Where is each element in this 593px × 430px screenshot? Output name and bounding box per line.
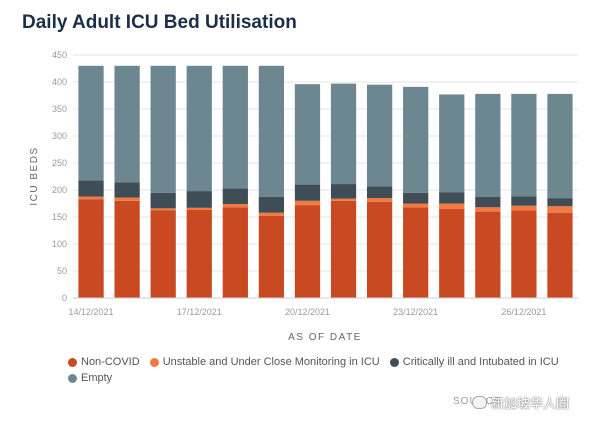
bar-segment-unstable-and-under-close-monitoring-in-icu bbox=[403, 203, 429, 208]
bar-segment-critically-ill-and-intubated-in-icu bbox=[547, 198, 573, 207]
bar-segment-empty bbox=[366, 84, 393, 187]
legend-item[interactable]: Non-COVID bbox=[68, 354, 140, 370]
chart-title: Daily Adult ICU Bed Utilisation bbox=[22, 12, 297, 33]
bar-segment-non-covid bbox=[475, 211, 501, 298]
bar-segment-critically-ill-and-intubated-in-icu bbox=[403, 192, 429, 204]
x-tick-label: 23/12/2021 bbox=[393, 307, 438, 317]
bar-segment-empty bbox=[222, 65, 248, 189]
y-tick-label: 350 bbox=[52, 104, 67, 114]
bars bbox=[73, 65, 578, 299]
bar-segment-unstable-and-under-close-monitoring-in-icu bbox=[150, 208, 176, 211]
legend-label: Non-COVID bbox=[81, 356, 140, 368]
y-tick-label: 450 bbox=[52, 50, 67, 60]
legend-item[interactable]: Empty bbox=[68, 370, 112, 386]
legend-item[interactable]: Critically ill and Intubated in ICU bbox=[389, 354, 559, 370]
bar-segment-unstable-and-under-close-monitoring-in-icu bbox=[366, 198, 393, 202]
bar-segment-unstable-and-under-close-monitoring-in-icu bbox=[78, 196, 104, 200]
bar-segment-critically-ill-and-intubated-in-icu bbox=[114, 182, 140, 198]
bar-segment-critically-ill-and-intubated-in-icu bbox=[186, 191, 212, 208]
bar-segment-non-covid bbox=[294, 205, 321, 298]
bar-segment-unstable-and-under-close-monitoring-in-icu bbox=[114, 197, 140, 201]
bar-segment-empty bbox=[186, 65, 212, 192]
chart-legend: Non-COVID Unstable and Under Close Monito… bbox=[68, 354, 588, 386]
y-tick-label: 100 bbox=[52, 239, 67, 249]
legend-swatch bbox=[149, 357, 159, 367]
bar-segment-non-covid bbox=[114, 200, 140, 298]
bar-segment-empty bbox=[294, 84, 321, 185]
legend-label: Critically ill and Intubated in ICU bbox=[402, 356, 559, 368]
bar-segment-unstable-and-under-close-monitoring-in-icu bbox=[475, 207, 501, 212]
stacked-bar-chart: 0 50 100 150 200 250 300 350 400 450 14/12/2021 17… bbox=[29, 50, 578, 343]
bar-segment-unstable-and-under-close-monitoring-in-icu bbox=[439, 203, 465, 209]
legend-label: Unstable and Under Close Monitoring in I… bbox=[162, 356, 380, 368]
bar-segment-unstable-and-under-close-monitoring-in-icu bbox=[547, 206, 573, 213]
bar-segment-empty bbox=[439, 94, 465, 193]
bar-segment-critically-ill-and-intubated-in-icu bbox=[258, 197, 285, 213]
bar-segment-non-covid bbox=[439, 208, 465, 298]
bar-segment-unstable-and-under-close-monitoring-in-icu bbox=[294, 200, 321, 206]
bar-segment-empty bbox=[150, 65, 176, 193]
y-tick-label: 250 bbox=[52, 158, 67, 168]
x-tick-label: 17/12/2021 bbox=[177, 307, 222, 317]
y-tick-label: 50 bbox=[57, 266, 67, 276]
bar-segment-non-covid bbox=[186, 209, 212, 298]
y-tick-label: 200 bbox=[52, 185, 67, 195]
bar-segment-empty bbox=[475, 93, 501, 198]
bar-segment-non-covid bbox=[403, 207, 429, 298]
bar-segment-non-covid bbox=[366, 201, 393, 298]
bar-segment-unstable-and-under-close-monitoring-in-icu bbox=[222, 204, 248, 208]
bar-segment-non-covid bbox=[547, 212, 573, 298]
bar-segment-non-covid bbox=[330, 200, 357, 298]
bar-segment-empty bbox=[330, 83, 357, 185]
bar-segment-non-covid bbox=[150, 210, 176, 298]
y-tick-label: 400 bbox=[52, 77, 67, 87]
bar-segment-critically-ill-and-intubated-in-icu bbox=[150, 192, 176, 209]
legend-swatch bbox=[68, 357, 77, 367]
y-tick-label: 150 bbox=[52, 212, 67, 222]
bar-segment-unstable-and-under-close-monitoring-in-icu bbox=[330, 198, 357, 201]
bar-segment-critically-ill-and-intubated-in-icu bbox=[294, 184, 321, 201]
bar-segment-empty bbox=[547, 93, 573, 199]
bar-segment-unstable-and-under-close-monitoring-in-icu bbox=[511, 205, 537, 211]
y-axis-title: ICU BEDS bbox=[29, 146, 40, 205]
bar-segment-empty bbox=[511, 93, 537, 197]
y-axis-ticks: 0 50 100 150 200 250 300 350 400 450 bbox=[52, 50, 67, 303]
legend-swatch bbox=[389, 357, 399, 367]
bar-segment-critically-ill-and-intubated-in-icu bbox=[366, 186, 393, 199]
bar-segment-unstable-and-under-close-monitoring-in-icu bbox=[186, 207, 212, 210]
y-tick-label: 0 bbox=[62, 293, 67, 303]
gridlines bbox=[73, 54, 578, 299]
bar-segment-non-covid bbox=[258, 215, 285, 298]
bar-segment-non-covid bbox=[78, 199, 104, 298]
bar-segment-empty bbox=[403, 86, 429, 193]
legend-item[interactable]: Unstable and Under Close Monitoring in I… bbox=[149, 354, 380, 370]
bar-segment-critically-ill-and-intubated-in-icu bbox=[475, 197, 501, 208]
x-axis-ticks: 14/12/2021 17/12/2021 20/12/2021 23/12/2021… bbox=[69, 307, 547, 317]
bar-segment-empty bbox=[78, 65, 104, 181]
bar-segment-critically-ill-and-intubated-in-icu bbox=[511, 196, 537, 206]
bar-segment-non-covid bbox=[511, 210, 537, 298]
legend-swatch bbox=[68, 373, 77, 383]
chat-bubble-icon bbox=[472, 396, 487, 409]
bar-segment-critically-ill-and-intubated-in-icu bbox=[222, 188, 248, 205]
bar-segment-non-covid bbox=[222, 207, 248, 298]
bar-segment-empty bbox=[258, 65, 285, 198]
bar-segment-critically-ill-and-intubated-in-icu bbox=[330, 184, 357, 199]
bar-segment-unstable-and-under-close-monitoring-in-icu bbox=[258, 212, 285, 216]
x-tick-label: 14/12/2021 bbox=[69, 307, 114, 317]
x-tick-label: 26/12/2021 bbox=[501, 307, 546, 317]
watermark-text: 新加坡华人圈 bbox=[491, 397, 570, 412]
bar-segment-empty bbox=[114, 65, 140, 183]
bar-segment-critically-ill-and-intubated-in-icu bbox=[78, 180, 104, 197]
legend-label: Empty bbox=[81, 372, 113, 384]
x-tick-label: 20/12/2021 bbox=[285, 307, 330, 317]
y-tick-label: 300 bbox=[52, 131, 67, 141]
x-axis-title: AS OF DATE bbox=[288, 332, 362, 343]
bar-segment-critically-ill-and-intubated-in-icu bbox=[439, 192, 465, 204]
watermark: 新加坡华人圈 bbox=[472, 393, 569, 412]
